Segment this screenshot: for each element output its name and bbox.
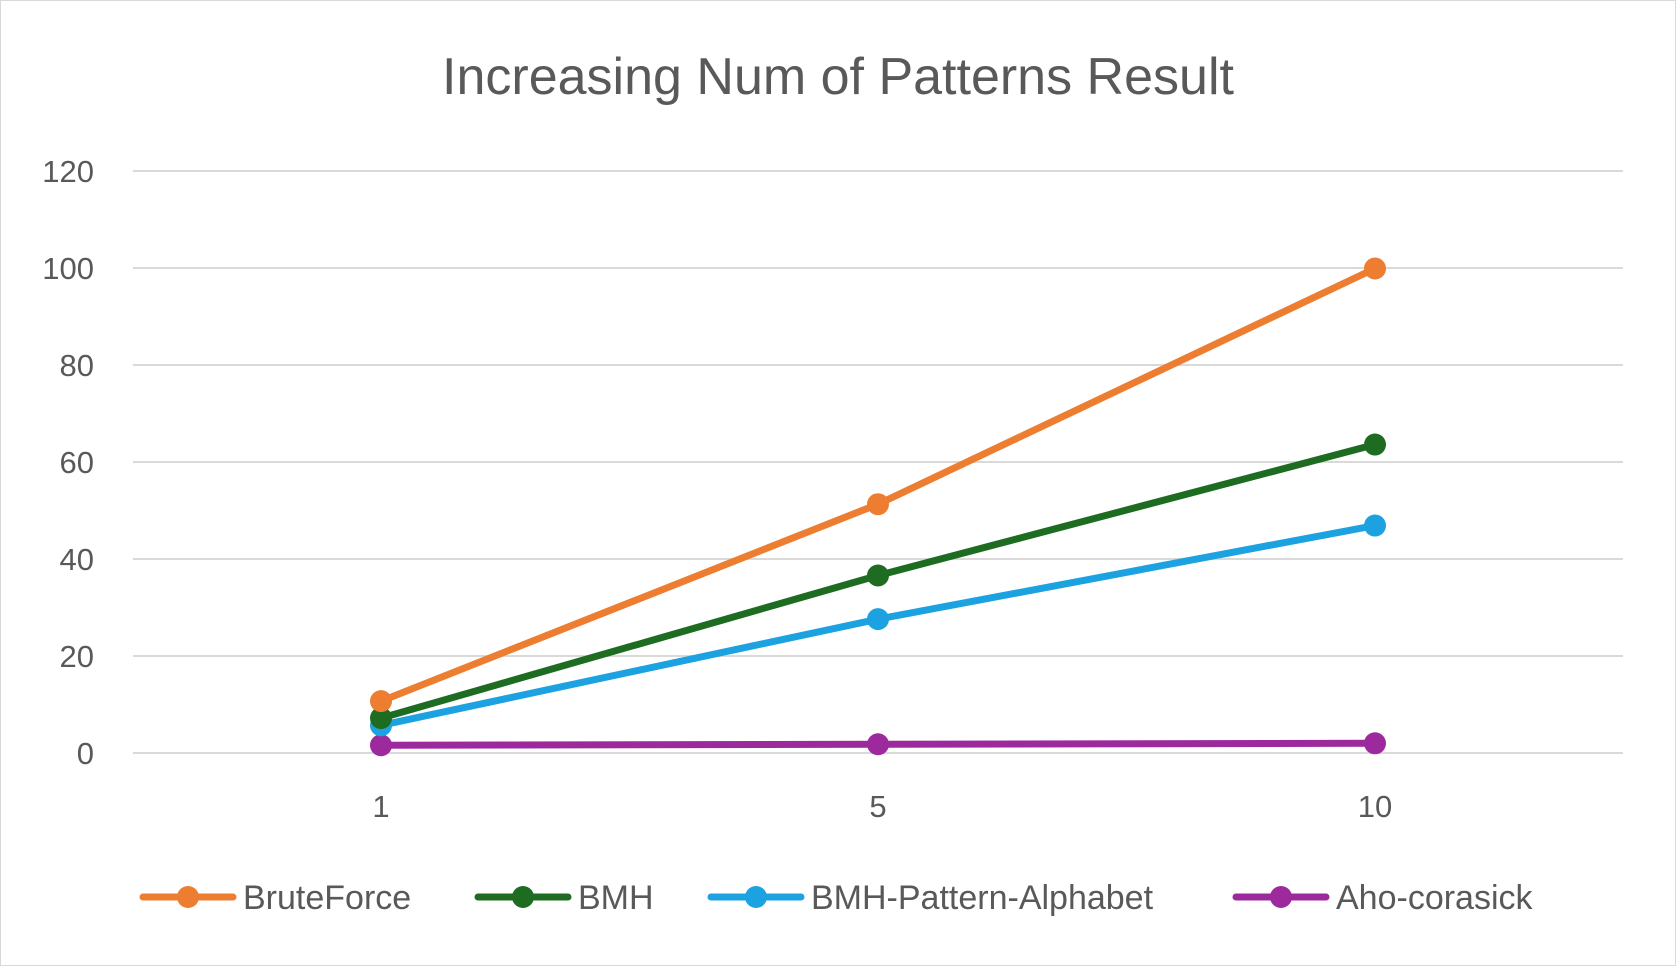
gridlines bbox=[133, 170, 1623, 754]
y-axis-tick-labels: 0 20 40 60 80 100 120 bbox=[42, 154, 94, 771]
data-point-bruteforce bbox=[370, 690, 392, 713]
x-tick-label: 10 bbox=[1358, 789, 1392, 824]
legend-label: Aho-corasick bbox=[1336, 879, 1534, 917]
legend-item-bmh: BMH bbox=[474, 879, 654, 917]
chart-title: Increasing Num of Patterns Result bbox=[442, 48, 1234, 106]
data-point-aho-corasick bbox=[1364, 732, 1386, 755]
data-point-bruteforce bbox=[867, 493, 889, 516]
legend-swatch-marker bbox=[1270, 886, 1292, 908]
y-tick-label: 20 bbox=[60, 639, 94, 674]
data-point-bmh bbox=[867, 564, 889, 587]
data-point-bmh bbox=[1364, 433, 1386, 456]
data-series bbox=[370, 257, 1386, 757]
data-point-aho-corasick bbox=[370, 734, 392, 757]
y-tick-label: 0 bbox=[77, 736, 94, 771]
legend-item-aho-corasick: Aho-corasick bbox=[1232, 879, 1534, 917]
y-tick-label: 60 bbox=[60, 445, 94, 480]
data-point-aho-corasick bbox=[867, 733, 889, 756]
series-aho-corasick bbox=[370, 732, 1386, 757]
x-axis-tick-labels: 1 5 10 bbox=[372, 789, 1392, 824]
legend-swatch-marker bbox=[745, 886, 767, 908]
series-bruteforce bbox=[370, 257, 1386, 713]
series-bmh bbox=[370, 433, 1386, 730]
data-point-bmh-pattern-alphabet bbox=[867, 608, 889, 631]
legend-swatch-marker bbox=[512, 886, 534, 908]
legend-label: BMH-Pattern-Alphabet bbox=[811, 879, 1154, 917]
legend-label: BruteForce bbox=[243, 879, 411, 917]
y-tick-label: 40 bbox=[60, 542, 94, 577]
y-tick-label: 120 bbox=[42, 154, 94, 189]
legend-item-bmh-pattern-alphabet: BMH-Pattern-Alphabet bbox=[707, 879, 1154, 917]
data-point-bruteforce bbox=[1364, 257, 1386, 280]
legend-swatch-marker bbox=[177, 886, 199, 908]
data-point-bmh-pattern-alphabet bbox=[1364, 514, 1386, 537]
y-tick-label: 100 bbox=[42, 251, 94, 286]
legend: BruteForce BMH BMH-Pattern-Alphabet Aho-cor… bbox=[139, 879, 1534, 917]
x-tick-label: 5 bbox=[869, 789, 886, 824]
x-tick-label: 1 bbox=[372, 789, 389, 824]
data-point-bmh bbox=[370, 707, 392, 730]
legend-label: BMH bbox=[578, 879, 654, 917]
y-tick-label: 80 bbox=[60, 348, 94, 383]
legend-item-bruteforce: BruteForce bbox=[139, 879, 411, 917]
series-bmh-pattern-alphabet bbox=[370, 514, 1386, 737]
